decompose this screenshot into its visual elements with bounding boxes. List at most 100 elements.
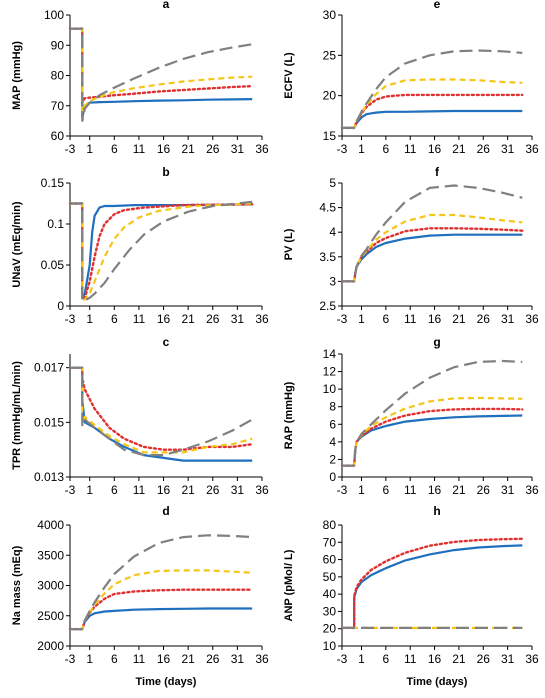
panel-e-title: e: [434, 0, 441, 11]
panel-d-y-axis-label: Na mass (mEq): [11, 545, 23, 625]
panel-e-xtick-label: 36: [525, 142, 539, 156]
panel-d-xtick-label: 26: [206, 652, 220, 666]
panel-a-ytick-label: 100: [44, 8, 64, 22]
panel-g-xtick-label: 26: [477, 483, 491, 497]
panel-d-ytick-label: 2000: [37, 639, 64, 653]
panel-b-xtick-label: 36: [255, 312, 269, 326]
panel-h-title: h: [433, 504, 440, 518]
panel-h-ytick-label: 50: [323, 570, 337, 584]
panel-g-xtick-label: 1: [358, 483, 365, 497]
panel-b-series-1-line: [70, 202, 253, 299]
panel-d-series-4-line: [70, 534, 253, 631]
panel-b-ytick-label: 0.15: [41, 176, 65, 190]
panel-c-series-3-line: [70, 366, 253, 454]
panel-e-ytick-label: 20: [323, 89, 337, 103]
panel-c-xtick-label: 31: [231, 483, 245, 497]
panel-e-ytick-label: 15: [323, 129, 337, 143]
panel-g-series-3-line: [342, 396, 523, 467]
panel-a-ytick-label: 60: [51, 129, 65, 143]
panel-h-ytick-label: 60: [323, 553, 337, 567]
panel-g-ytick-label: 12: [323, 365, 337, 379]
panel-b-ytick-label: 0.1: [47, 217, 64, 231]
panel-h-x-axis-label: Time (days): [407, 676, 468, 688]
panel-g-ytick-label: 10: [323, 382, 337, 396]
panel-e-ytick-label: 30: [323, 8, 337, 22]
panel-a-ytick-label: 70: [51, 99, 65, 113]
panel-b-series-3-line: [70, 202, 253, 302]
panel-e-y-axis-label: ECFV (L): [283, 52, 295, 99]
panel-c-ytick-label: 0.015: [34, 415, 64, 429]
panel-e-xtick-label: 31: [501, 142, 515, 156]
panel-b-xtick-label: 1: [86, 312, 93, 326]
panel-f-ytick-label: 4: [329, 225, 336, 239]
panel-d-ytick-label: 3000: [37, 579, 64, 593]
panel-h-xtick-label: 31: [501, 652, 515, 666]
panel-d-title: d: [162, 504, 169, 518]
panel-b-xtick-label: 21: [181, 312, 195, 326]
panel-e-xtick-label: 1: [358, 142, 365, 156]
panel-f-ytick-label: 5: [329, 176, 336, 190]
panel-f-title: f: [435, 165, 440, 179]
panel-b-xtick-label: 6: [111, 312, 118, 326]
panel-g-ytick-label: 4: [329, 435, 336, 449]
panel-g-xtick-label: 16: [428, 483, 442, 497]
panel-f-xtick-label: 11: [404, 312, 417, 326]
panel-e-xtick-label: 6: [383, 142, 390, 156]
panel-b-ytick-label: 0.05: [41, 258, 65, 272]
panel-d-xtick-label: 16: [157, 652, 171, 666]
panel-b-series-2-line: [68, 202, 254, 301]
panel-h-ytick-label: 70: [323, 535, 337, 549]
panel-c-series-2-line: [68, 366, 254, 451]
panel-h-xtick-label: 11: [404, 652, 417, 666]
panel-c-xtick-label: 36: [255, 483, 269, 497]
panel-b-ytick-label: 0: [57, 299, 64, 313]
panel-c-y-axis-label: TPR (mmHg/mL/min): [11, 361, 23, 470]
panel-g-ytick-label: 14: [323, 347, 337, 361]
panel-a-y-axis-label: MAP (mmHg): [11, 41, 23, 110]
panel-h-ytick-label: 80: [323, 518, 337, 532]
panel-a-xtick-label: 26: [206, 142, 220, 156]
panel-c-series-4-line: [70, 366, 253, 457]
panel-f-ytick-label: 3.5: [319, 250, 336, 264]
panel-e-ytick-label: 25: [323, 48, 337, 62]
panel-a-xtick-label: 16: [157, 142, 171, 156]
panel-g-xtick-label: 6: [383, 483, 390, 497]
panel-d-ytick-label: 2500: [37, 609, 64, 623]
panel-a-xtick-label: 36: [255, 142, 269, 156]
panel-d-xtick-label: 11: [133, 652, 146, 666]
panel-e-series-4-line: [342, 49, 523, 130]
panel-f-xtick-label: 16: [428, 312, 442, 326]
panel-b-series-4-line: [70, 200, 253, 303]
panel-b-xtick-label: 11: [133, 312, 146, 326]
panel-g-xtick-label: -3: [337, 483, 348, 497]
panel-h-xtick-label: 1: [358, 652, 365, 666]
panel-f-ytick-label: 4.5: [319, 201, 336, 215]
panel-a-xtick-label: 11: [133, 142, 146, 156]
panel-c-ytick-label: 0.013: [34, 470, 64, 484]
panel-f-xtick-label: 26: [477, 312, 491, 326]
panel-c-xtick-label: 11: [133, 483, 146, 497]
panel-h-ytick-label: 40: [323, 587, 337, 601]
panel-g-title: g: [433, 335, 440, 349]
panel-h-xtick-label: 16: [428, 652, 442, 666]
panel-a-xtick-label: -3: [65, 142, 76, 156]
panel-h-series-2-line: [340, 537, 524, 630]
panel-f-xtick-label: 1: [358, 312, 365, 326]
panel-f-xtick-label: -3: [337, 312, 348, 326]
panel-f-y-axis-label: PV (L): [283, 228, 295, 260]
panel-d-xtick-label: 36: [255, 652, 269, 666]
panel-g-series-4-line: [342, 359, 523, 467]
panel-b-xtick-label: 31: [231, 312, 245, 326]
panel-a-series-4-line: [70, 27, 253, 123]
panel-d-x-axis-label: Time (days): [136, 676, 197, 688]
panel-g-xtick-label: 21: [452, 483, 466, 497]
panel-b-title: b: [162, 165, 169, 179]
panel-e-series-3-line: [342, 78, 523, 130]
panel-e-xtick-label: 16: [428, 142, 442, 156]
panel-e-xtick-label: -3: [337, 142, 348, 156]
